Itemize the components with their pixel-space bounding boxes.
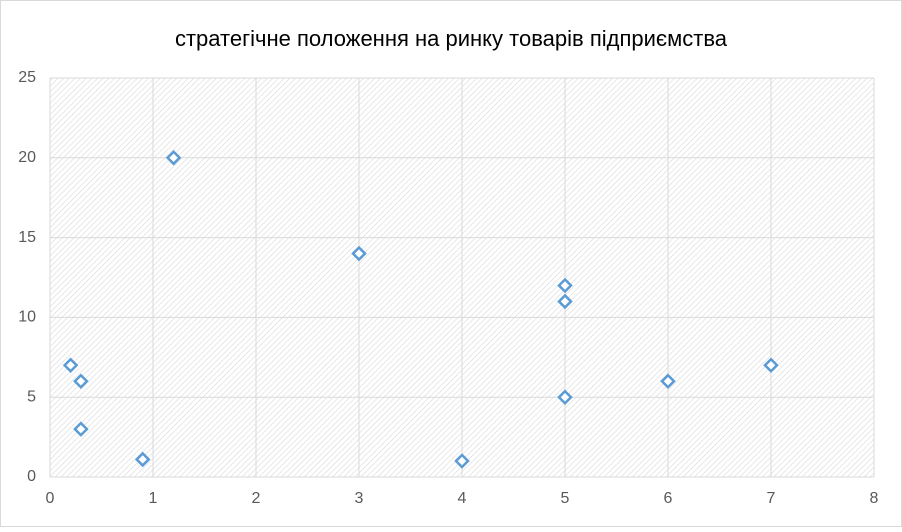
x-tick-label: 3 [355,490,364,507]
y-tick-label: 25 [18,69,36,86]
x-tick-label: 4 [458,490,467,507]
y-tick-label: 5 [27,388,36,405]
marker [73,373,89,390]
marker [134,451,151,468]
y-tick-label: 15 [18,229,36,246]
x-tick-label: 7 [767,490,776,507]
marker [557,389,573,405]
marker [73,421,89,437]
marker [165,150,182,166]
x-tick-label: 1 [149,490,158,507]
y-tick-label: 10 [18,309,36,326]
marker [62,357,79,374]
x-tick-label: 6 [664,490,673,507]
y-tick-label: 20 [18,149,36,166]
x-tick-label: 0 [46,490,55,507]
x-tick-label: 8 [870,490,879,507]
marker [557,277,573,294]
chart-title: стратегічне положення на ринку товарів п… [175,26,728,51]
y-tick-label: 0 [27,468,36,485]
marker [763,357,779,374]
marker [454,453,470,469]
marker [660,373,676,390]
marker [351,245,367,262]
x-tick-label: 2 [252,490,261,507]
x-tick-label: 5 [561,490,570,507]
marker [557,293,573,310]
